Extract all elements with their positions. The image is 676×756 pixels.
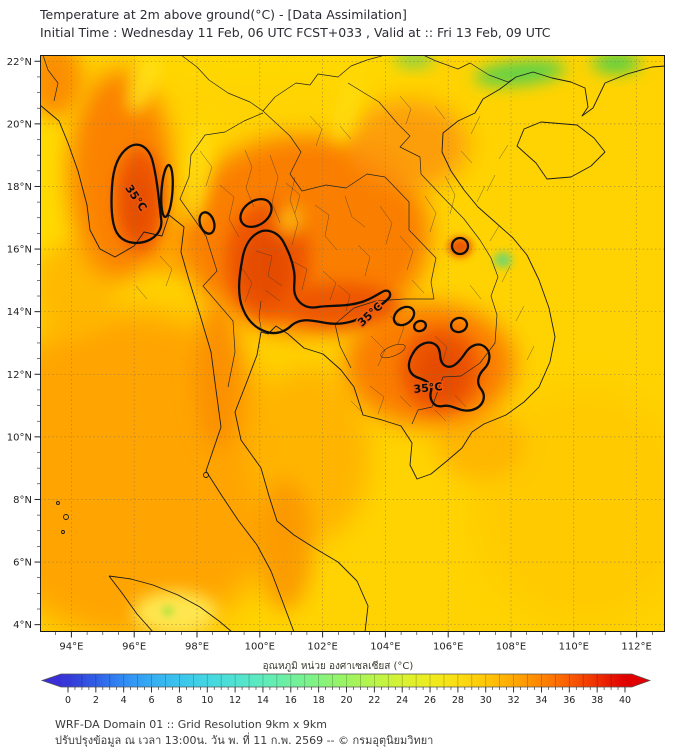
lon-tick-label: 112°E [621,642,651,653]
colorbar-tick-label: 10 [201,695,213,706]
colorbar-left-arrow [42,674,61,687]
lon-tick-label: 104°E [370,642,400,653]
colorbar-tick-label: 30 [480,695,492,706]
footer-update-credit: ปรับปรุงข้อมูล ณ เวลา 13:00น. วัน พ. ที่… [55,734,434,747]
colorbar-tick-label: 22 [368,695,380,706]
nicobar-island [56,501,60,505]
lat-tick-label: 20°N [7,119,32,130]
footer-domain-info: WRF-DA Domain 01 :: Grid Resolution 9km … [55,718,327,731]
colorbar-tick-label: 12 [229,695,241,706]
lat-tick-label: 8°N [13,495,32,506]
lon-tick-label: 106°E [433,642,463,653]
lat-tick-label: 6°N [13,558,32,569]
colorbar-tick-label: 18 [313,695,325,706]
tonle-sap-lake [380,344,406,358]
lat-tick-label: 12°N [7,370,32,381]
lon-tick-label: 102°E [307,642,337,653]
nicobar-island [63,514,69,520]
lon-tick-label: 94°E [59,642,83,653]
sumatra-coast [108,575,233,632]
colorbar-tick-label: 34 [535,695,547,706]
hainan-island-coast [516,121,606,180]
lat-tick-label: 10°N [7,432,32,443]
contour-small-oval [198,211,216,235]
lat-tick-label: 4°N [13,620,32,631]
lat-tick-label: 18°N [7,182,32,193]
province-borders [135,95,535,422]
colorbar-tick-label: 40 [619,695,631,706]
chao-phraya-river [258,300,263,334]
sumatra-cool-blob [133,591,217,632]
lon-tick-label: 108°E [496,642,526,653]
contours-35c [110,143,491,412]
colorbar-tick-label: 26 [424,695,436,706]
lon-tick-label: 100°E [245,642,275,653]
colorbar: อุณหภูมิ หน่วย องศาเซลเซียส (°C) 0 2 4 6 8 10… [40,660,652,706]
colorbar-tick-label: 4 [121,695,127,706]
map-frame [40,55,665,632]
contour-central-thailand [237,229,392,335]
colorbar-tick-label: 38 [591,695,603,706]
lon-tick-label: 96°E [122,642,146,653]
map-plot: 35°C 35°C 35°C 22°N 20°N 18°N 16°N 14°N 12°N 1… [7,55,665,653]
contour-sliver [160,163,174,219]
colorbar-tick-label: 28 [452,695,464,706]
north-vietnam-cool-green [474,60,566,86]
colorbar-tick-label: 14 [257,695,269,706]
chart-subtitle: Initial Time : Wednesday 11 Feb, 06 UTC … [40,24,551,40]
contour-label-southeast: 35°C [413,380,443,396]
colorbar-tick-label: 20 [340,695,352,706]
colorbar-tick-label: 2 [93,695,99,706]
colorbar-tick-label: 0 [65,695,71,706]
country-borders [42,55,514,425]
temperature-field-blobs [40,55,665,632]
central-vietnam-cool-green [494,252,512,268]
lon-tick-label: 98°E [185,642,209,653]
lat-tick-label: 16°N [7,245,32,256]
contour-myanmar [110,143,163,245]
nicobar-island [61,530,65,534]
mainland-coast [40,65,665,632]
lon-tick-label: 110°E [559,642,589,653]
colorbar-tick-label: 24 [396,695,408,706]
phuket-island [203,472,209,478]
coastline [40,65,665,632]
colorbar-tick-label: 8 [176,695,182,706]
axes: 22°N 20°N 18°N 16°N 14°N 12°N 10°N 8°N 6°N 4°N 94°… [7,57,653,653]
gridlines [40,55,665,632]
title-block: Temperature at 2m above ground(°C) - [Da… [40,6,551,41]
lat-tick-label: 14°N [7,307,32,318]
colorbar-tick-label: 16 [285,695,297,706]
colorbar-right-arrow [632,674,650,687]
colorbar-tick-label: 6 [149,695,155,706]
colorbar-title: อุณหภูมิ หน่วย องศาเซลเซียส (°C) [263,660,414,672]
contour-cambodia-vietnam [407,341,491,412]
contour-head-oval [239,198,273,228]
colorbar-outline [40,673,652,688]
map-area: 35°C 35°C 35°C [40,55,665,632]
colorbar-tick-label: 32 [508,695,520,706]
colorbar-tick-label: 36 [563,695,575,706]
chart-title: Temperature at 2m above ground(°C) - [Da… [40,7,407,22]
lat-tick-label: 22°N [7,57,32,68]
colorbar-gradient-bar [61,674,632,687]
contour-south-laos [450,236,470,256]
